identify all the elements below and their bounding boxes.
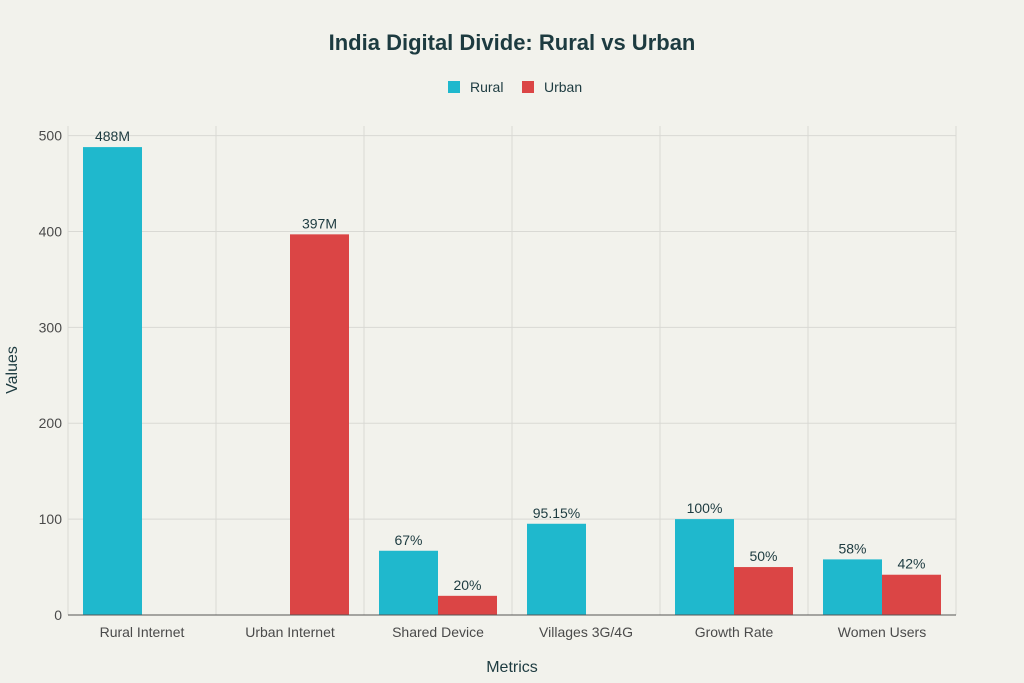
data-label: 67% [394,532,422,548]
data-label: 397M [302,215,337,231]
x-tick-label: Growth Rate [695,624,774,640]
data-label: 58% [838,540,866,556]
y-axis-label: Values [4,346,21,394]
bar-rural [675,519,734,615]
x-tick-label: Urban Internet [245,624,335,640]
y-tick-label: 100 [39,511,63,527]
x-axis-ticks: Rural Internet Urban Internet Shared Devic… [100,624,927,640]
bar-urban [438,595,497,615]
x-tick-label: Women Users [838,624,926,640]
legend-label-urban: Urban [544,79,582,95]
bar-urban [734,567,793,615]
legend-swatch-urban [522,81,534,93]
y-axis-ticks: 0 100 200 300 400 500 [39,128,63,623]
data-label: 20% [453,577,481,593]
bars: 488M 397M 67% 20% 95.15% 100% 50% 58% 42% [83,128,941,616]
x-tick-label: Shared Device [392,624,484,640]
legend-swatch-rural [448,81,460,93]
bar-rural [83,147,142,615]
y-tick-label: 400 [39,223,63,239]
data-label: 488M [95,128,130,144]
legend: Rural Urban [448,79,582,95]
x-tick-label: Rural Internet [100,624,185,640]
y-tick-label: 300 [39,319,63,335]
y-tick-label: 500 [39,128,63,144]
bar-rural [379,550,438,615]
gridlines [67,126,957,615]
x-tick-label: Villages 3G/4G [539,624,633,640]
bar-rural [527,523,586,615]
bar-urban [882,574,941,615]
data-label: 95.15% [533,505,580,521]
y-tick-label: 200 [39,415,63,431]
data-label: 42% [897,556,925,572]
bar-urban [290,234,349,616]
bar-rural [823,559,882,615]
x-axis-label: Metrics [486,659,538,676]
data-label: 100% [687,500,723,516]
legend-label-rural: Rural [470,79,503,95]
y-tick-label: 0 [54,607,62,623]
data-label: 50% [749,548,777,564]
chart-title: India Digital Divide: Rural vs Urban [329,30,696,55]
